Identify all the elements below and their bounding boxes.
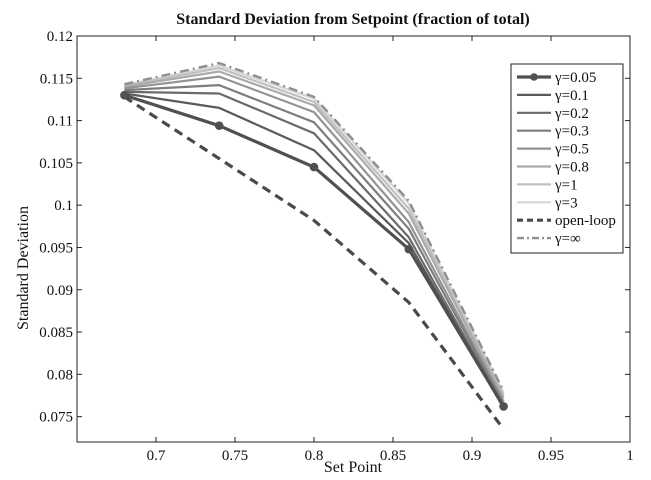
series-point-0	[404, 244, 414, 254]
chart-title: Standard Deviation from Setpoint (fracti…	[176, 11, 529, 28]
legend-label-9: γ=∞	[554, 231, 581, 247]
legend-label-4: γ=0.5	[554, 142, 589, 158]
y-tick-label: 0.1	[54, 198, 73, 214]
y-axis-title: Standard Deviation	[15, 206, 32, 330]
x-tick-label: 0.75	[222, 448, 248, 464]
legend-marker-0	[530, 73, 538, 81]
x-tick-label: 0.9	[463, 448, 482, 464]
series-line-9	[124, 61, 505, 392]
y-tick-label: 0.09	[47, 283, 73, 299]
series-line-1	[124, 92, 505, 409]
legend-label-6: γ=1	[554, 177, 578, 193]
series-line-8	[123, 95, 505, 431]
legend-label-3: γ=0.3	[554, 124, 589, 140]
y-tick-label: 0.105	[39, 156, 73, 172]
legend-label-8: open-loop	[555, 213, 616, 229]
y-tick-label: 0.115	[40, 71, 73, 87]
legend-label-2: γ=0.2	[554, 106, 589, 122]
y-tick-label: 0.095	[39, 240, 73, 256]
series-line-3	[124, 83, 505, 405]
legend: γ=0.05 γ=0.1 γ=0.2 γ=0.3 γ=0.5 γ=0.8γ=1 γ=3 ope…	[510, 63, 624, 254]
series-line-6	[124, 66, 505, 396]
series-point-0	[214, 121, 224, 130]
x-tick-label: 0.7	[147, 448, 166, 464]
axes-box	[76, 35, 631, 443]
legend-label-0: γ=0.05	[554, 70, 596, 86]
series-line-5	[124, 70, 505, 399]
series-line-7	[124, 64, 505, 394]
y-tick-label: 0.08	[47, 367, 73, 383]
series-line-4	[124, 75, 505, 402]
series-line-2	[124, 90, 505, 408]
legend-label-5: γ=0.8	[554, 160, 589, 176]
series-point-0	[309, 162, 319, 172]
x-tick-label: 0.8	[305, 448, 324, 464]
x-axis-title: Set Point	[324, 459, 383, 476]
y-tick-label: 0.12	[47, 29, 73, 45]
series-point-0	[120, 90, 129, 100]
y-tick-label: 0.075	[39, 410, 73, 426]
series-point-0	[499, 402, 508, 411]
x-tick-label: 0.95	[538, 448, 564, 464]
x-tick-label: 0.85	[380, 448, 406, 464]
x-tick-label: 1	[626, 448, 634, 464]
legend-label-1: γ=0.1	[554, 88, 589, 104]
plot-area: 0.7 0.75 0.8 0.85 0.9 0.95 1 0.075 0.08 0.085 0.09…	[39, 29, 634, 464]
legend-label-7: γ=3	[554, 195, 578, 211]
y-tick-label: 0.085	[39, 325, 73, 341]
y-tick-label: 0.11	[47, 114, 73, 130]
